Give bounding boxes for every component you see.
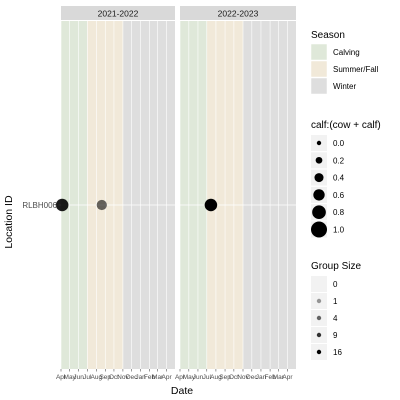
legend-label-season: Calving [333, 48, 360, 57]
x-axis-title: Date [171, 385, 193, 397]
legend-label-season: Summer/Fall [333, 65, 379, 74]
legend-alpha-dot [316, 349, 322, 355]
x-tick-label: May [64, 374, 77, 381]
x-tick-label: Sep [219, 374, 231, 381]
y-tick-label: RLBH006 [22, 201, 57, 210]
legend-size-dot [315, 156, 323, 164]
x-tick-label: Jul [203, 374, 212, 381]
y-axis-title: Location ID [3, 195, 15, 249]
season-band [243, 21, 296, 369]
legend-size-dot [316, 140, 322, 146]
data-point [55, 198, 69, 212]
x-tick-label: Jun [193, 374, 204, 381]
x-tick-label: Aug [210, 374, 222, 381]
legend-label-group-size: 4 [333, 314, 338, 323]
x-tick-label: Apr [162, 374, 173, 381]
legend-alpha-dot [316, 298, 322, 304]
x-tick-label: Mar [152, 374, 164, 381]
legend-title-group-size: Group Size [311, 261, 361, 272]
legend-label-size: 1.0 [333, 226, 345, 235]
legend-title-size: calf:(cow + calf) [311, 120, 381, 131]
x-tick-label: Jun [73, 374, 84, 381]
x-tick-label: Feb [264, 374, 276, 381]
data-point [96, 199, 107, 211]
season-band [122, 21, 175, 369]
legend-label-group-size: 16 [333, 348, 342, 357]
x-tick-label: Mar [273, 374, 285, 381]
legend-label-group-size: 9 [333, 331, 338, 340]
data-point [204, 198, 218, 212]
x-tick-label: Aug [91, 374, 103, 381]
x-tick-label: Jan [256, 374, 267, 381]
legend-label-group-size: 1 [333, 297, 338, 306]
x-tick-label: Apr [175, 374, 186, 381]
legend-label-size: 0.6 [333, 191, 345, 200]
x-tick-label: Oct [229, 374, 239, 381]
x-tick-label: Sep [99, 374, 111, 381]
facet-strip [180, 6, 296, 20]
legend-label-size: 0.8 [333, 208, 345, 217]
x-tick-label: Dec [126, 374, 138, 381]
legend-layer: Season Calving Summer/Fall Winter calf:(cow … [310, 30, 381, 360]
x-tick-label: May [183, 374, 196, 381]
legend-size-dot [314, 173, 324, 183]
x-tick-label: Dec [246, 374, 258, 381]
facet-strip-label: 2021-2022 [98, 9, 139, 19]
x-tick-label: Apr [56, 374, 67, 381]
legend-label-group-size: 0 [333, 280, 338, 289]
x-tick-label: Jan [135, 374, 146, 381]
legend-alpha-dot [316, 315, 322, 321]
legend-label-size: 0.4 [333, 174, 345, 183]
x-tick-label: Jul [83, 374, 92, 381]
facet-strip-label: 2022-2023 [218, 9, 259, 19]
legend-key-season [310, 43, 328, 61]
legend-alpha-dot [317, 282, 321, 286]
legend-size-dot [311, 221, 327, 238]
legend-key-group-size [311, 293, 327, 309]
legend-key-season [310, 77, 328, 95]
x-tick-label: Feb [144, 374, 156, 381]
season-band [61, 21, 88, 369]
legend-size-dot [313, 189, 325, 201]
legend-key-season [310, 60, 328, 78]
legend-title-season: Season [311, 30, 345, 41]
x-tick-label: Oct [109, 374, 119, 381]
legend-label-size: 0.2 [333, 156, 345, 165]
legend-label-season: Winter [333, 82, 356, 91]
season-band [180, 21, 207, 369]
x-tick-label: Nov [237, 374, 249, 381]
legend-label-size: 0.0 [333, 139, 345, 148]
facet-strip [61, 6, 175, 20]
x-tick-label: Nov [117, 374, 129, 381]
legend-size-dot [312, 205, 326, 220]
legend-alpha-dot [316, 332, 322, 338]
legend-key-group-size [311, 276, 327, 292]
x-tick-label: Apr [282, 374, 293, 381]
